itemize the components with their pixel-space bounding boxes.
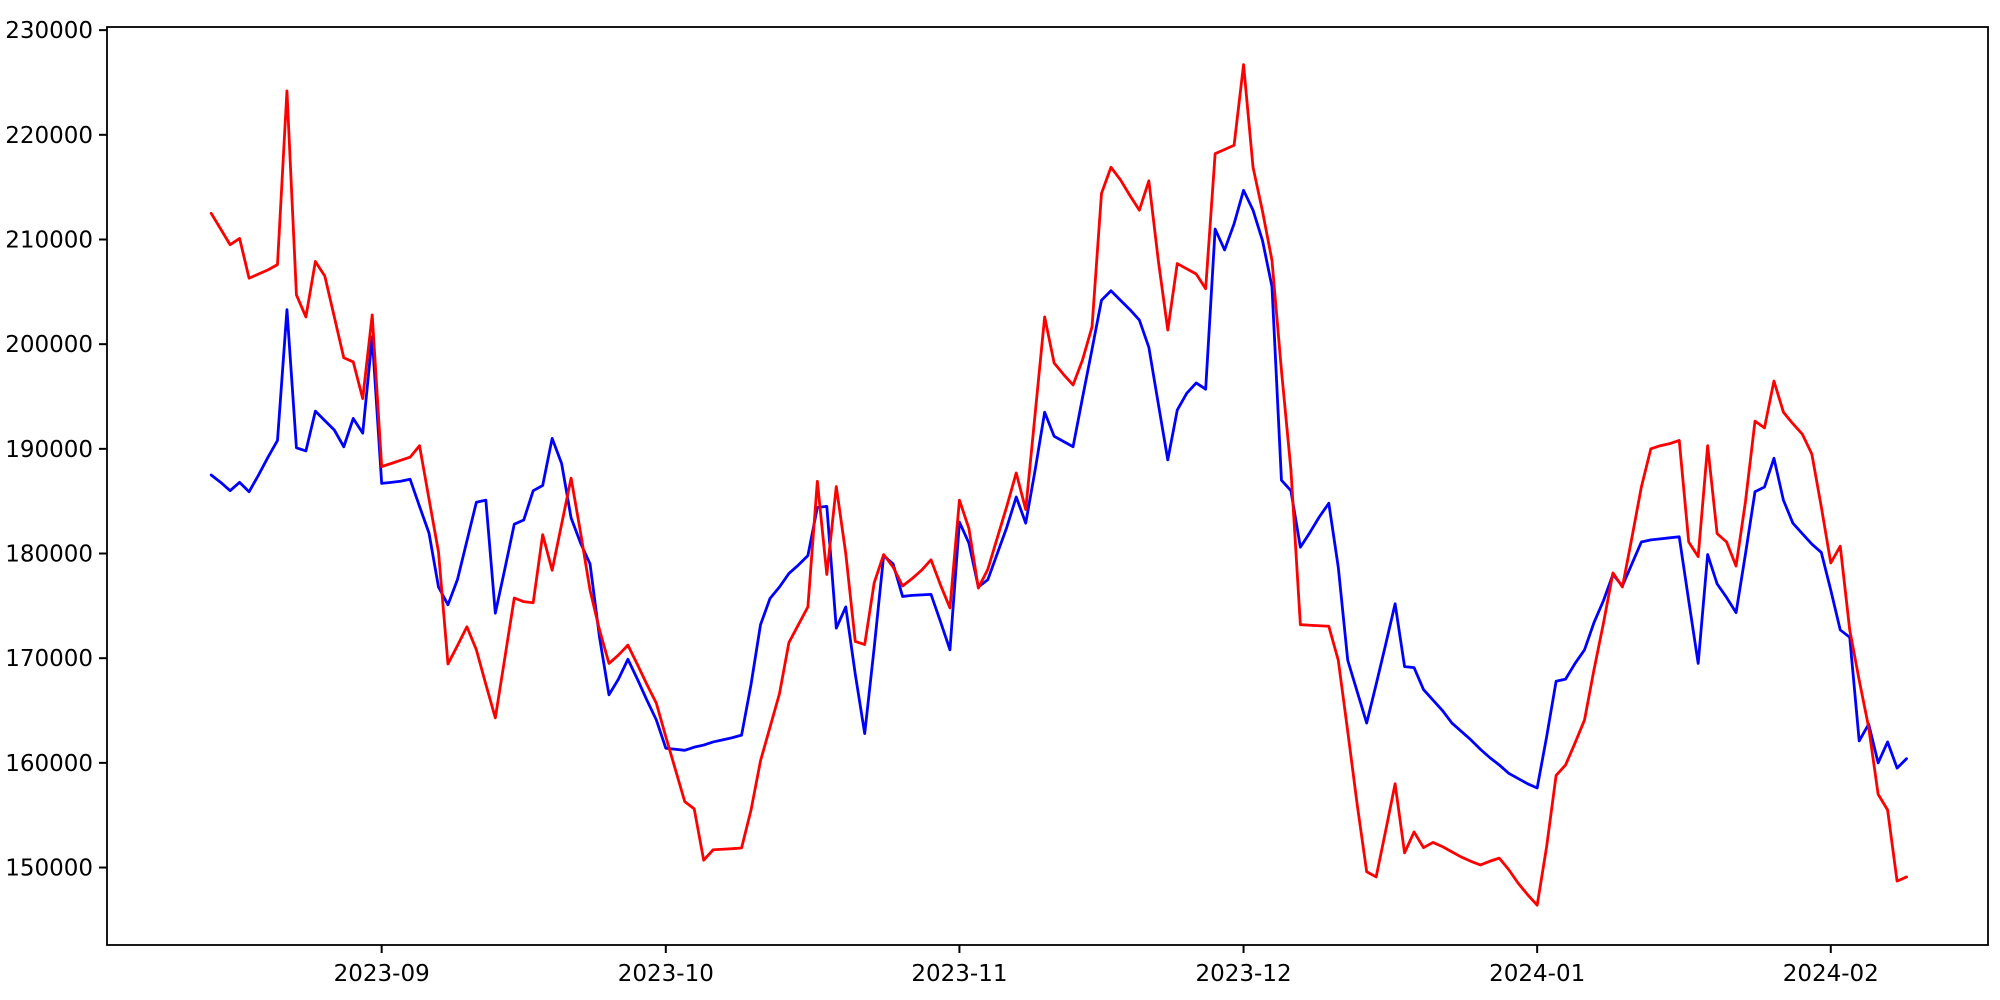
x-axis-tick-label: 2023-10: [618, 961, 714, 987]
red-series-line: [209, 63, 1908, 907]
axis-tick-labels: 150000 160000 170000 180000 190000 200000 2100…: [5, 18, 1879, 987]
x-axis-tick-label: 2024-02: [1783, 961, 1879, 987]
y-axis-tick-label: 170000: [5, 646, 93, 672]
x-axis-tick-label: 2024-01: [1489, 961, 1585, 987]
y-axis-tick-label: 220000: [5, 123, 93, 149]
y-axis-tick-label: 210000: [5, 227, 93, 253]
y-axis-tick-label: 180000: [5, 542, 93, 568]
data-series: [209, 63, 1908, 907]
plot-border: [106, 26, 1989, 946]
y-axis-tick-label: 200000: [5, 332, 93, 358]
y-axis-tick-label: 230000: [5, 18, 93, 44]
plot-frame: [106, 26, 1989, 946]
x-axis-tick-label: 2023-11: [911, 961, 1007, 987]
y-axis-tick-label: 190000: [5, 437, 93, 463]
y-axis-tick-label: 160000: [5, 751, 93, 777]
axis-ticks: [99, 29, 1832, 953]
x-axis-tick-label: 2023-12: [1196, 961, 1292, 987]
y-axis-tick-label: 150000: [5, 856, 93, 882]
x-axis-tick-label: 2023-09: [334, 961, 430, 987]
